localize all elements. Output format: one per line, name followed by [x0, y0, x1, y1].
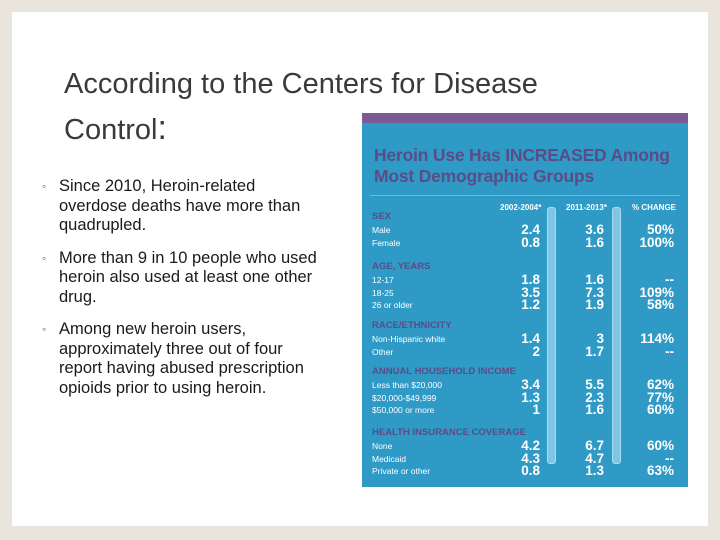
value-2011-2013: 1.6	[585, 272, 604, 287]
section-heading: HEALTH INSURANCE COVERAGE	[372, 427, 526, 438]
section-heading: ANNUAL HOUSEHOLD INCOME	[372, 366, 516, 377]
bullet-marker: ◦	[42, 322, 47, 336]
percent-change-value: 60%	[646, 402, 674, 417]
percent-change-value: 109%	[639, 284, 674, 300]
value-2011-2013: 4.7	[585, 450, 604, 466]
value-2011-2013: 7.3	[585, 284, 604, 300]
bullet-item: ◦ Since 2010, Heroin-related overdose dea…	[42, 177, 327, 236]
row-label: Medicaid	[372, 453, 407, 464]
infographic: Heroin Use Has INCREASED Among Most Demo…	[362, 113, 688, 487]
row-label: Less than $20,000	[372, 380, 442, 390]
value-2011-2013: 1.7	[585, 343, 604, 359]
percent-change-value: --	[665, 272, 674, 287]
value-2002-2004: 3.5	[521, 284, 540, 300]
percent-change-value: 77%	[646, 389, 674, 405]
bullet-list: ◦ Since 2010, Heroin-related overdose dea…	[42, 177, 327, 411]
value-2011-2013: 2.3	[585, 389, 604, 405]
percent-change-value: --	[665, 343, 674, 359]
column-bar	[547, 207, 556, 464]
row-label: Private or other	[372, 466, 431, 476]
column-header-2002-2004: 2002-2004*	[500, 203, 542, 212]
bullet-marker: ◦	[42, 250, 47, 265]
infographic-heading-line-1: Heroin Use Has INCREASED Among	[374, 145, 670, 165]
section-heading: SEX	[372, 211, 392, 222]
value-2002-2004: 2	[532, 343, 540, 359]
row-label: Female	[372, 237, 401, 248]
row-label: 18-25	[372, 287, 394, 298]
title-colon: :	[157, 109, 167, 147]
section-heading: AGE, YEARS	[372, 261, 431, 272]
percent-change-value: 63%	[646, 463, 674, 478]
bullet-marker: ◦	[42, 179, 47, 193]
divider	[370, 195, 680, 196]
value-2002-2004: 1.4	[521, 331, 540, 346]
percent-change-value: 58%	[646, 297, 674, 312]
value-2011-2013: 6.7	[585, 438, 604, 453]
row-label: 26 or older	[372, 300, 413, 310]
row-label: Non-Hispanic white	[372, 334, 446, 344]
percent-change-value: 62%	[646, 377, 674, 392]
row-label: $20,000-$49,999	[372, 392, 437, 403]
percent-change-value: 114%	[640, 331, 674, 346]
value-2002-2004: 1.2	[521, 297, 540, 312]
value-2011-2013: 1.3	[585, 463, 604, 478]
value-2011-2013: 1.6	[585, 402, 604, 417]
slide-title: According to the Centers for Disease Con…	[64, 62, 664, 152]
bullet-item: ◦ Among new heroin users, approximately t…	[42, 320, 327, 398]
row-label: 12-17	[372, 275, 394, 285]
infographic-top-bar	[362, 113, 688, 123]
bullet-text: Since 2010, Heroin-related overdose deat…	[59, 177, 301, 234]
value-2002-2004: 1	[532, 402, 540, 417]
value-2002-2004: 4.3	[521, 450, 540, 466]
row-label: Other	[372, 346, 394, 357]
percent-change-value: 100%	[639, 234, 674, 250]
value-2002-2004: 1.8	[521, 272, 540, 287]
row-label: $50,000 or more	[372, 405, 435, 415]
column-bar	[612, 207, 621, 464]
infographic-heading: Heroin Use Has INCREASED Among Most Demo…	[374, 145, 684, 187]
value-2011-2013: 1.6	[585, 234, 604, 250]
value-2002-2004: 1.3	[521, 389, 540, 405]
value-2002-2004: 3.4	[521, 377, 540, 392]
section-heading: RACE/ETHNICITY	[372, 320, 452, 331]
column-header-2011-2013: 2011-2013*	[566, 203, 607, 212]
row-label: Male	[372, 225, 391, 235]
title-line-2: Control:	[64, 106, 664, 152]
bullet-text: Among new heroin users, approximately th…	[59, 320, 304, 397]
value-2011-2013: 5.5	[585, 377, 604, 392]
title-line-2-text: Control	[64, 114, 158, 146]
value-2002-2004: 0.8	[521, 234, 540, 250]
value-2002-2004: 2.4	[521, 222, 540, 237]
value-2011-2013: 3.6	[585, 222, 604, 237]
infographic-heading-line-2: Most Demographic Groups	[374, 166, 595, 186]
title-line-1: According to the Centers for Disease	[64, 68, 538, 100]
percent-change-value: --	[665, 450, 674, 466]
value-2011-2013: 1.9	[585, 297, 604, 312]
bullet-item: ◦ More than 9 in 10 people who used heroi…	[42, 249, 327, 308]
value-2011-2013: 3	[596, 331, 604, 346]
row-label: None	[372, 441, 393, 451]
percent-change-value: 50%	[646, 222, 674, 237]
slide: According to the Centers for Disease Con…	[12, 12, 708, 526]
percent-change-value: 60%	[646, 438, 674, 453]
value-2002-2004: 0.8	[521, 463, 540, 478]
column-header-change: % CHANGE	[632, 203, 677, 212]
bullet-text: More than 9 in 10 people who used heroin…	[59, 248, 317, 306]
value-2002-2004: 4.2	[521, 438, 540, 453]
